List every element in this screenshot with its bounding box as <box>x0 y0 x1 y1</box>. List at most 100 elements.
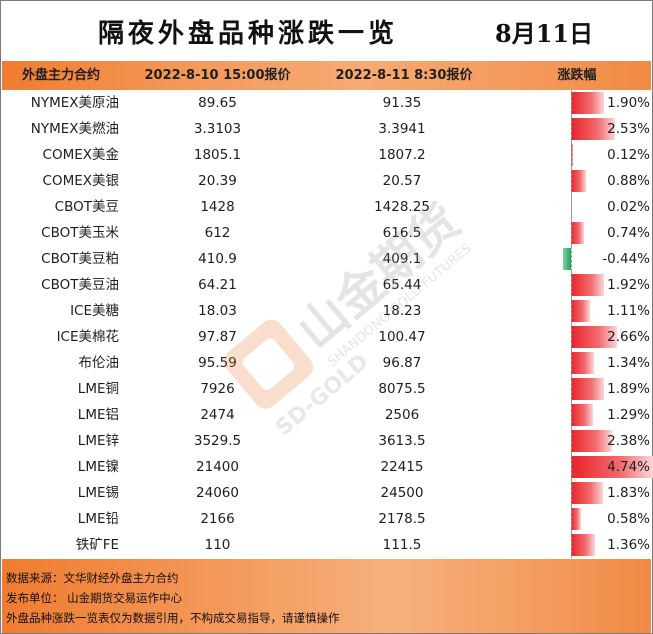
table-row: LME铝 2474 2506 1.29% <box>2 402 651 428</box>
zero-axis <box>571 376 572 402</box>
change-bar <box>571 430 613 452</box>
zero-axis <box>571 350 572 376</box>
table-row: COMEX美金 1805.1 1807.2 0.12% <box>2 142 651 168</box>
table-header: 外盘主力合约 2022-8-10 15:00报价 2022-8-11 8:30报… <box>2 61 651 90</box>
price-current: 100.47 <box>378 329 426 345</box>
change-bar <box>571 300 591 322</box>
change-bar <box>571 508 582 530</box>
change-bar <box>571 482 603 504</box>
change-bar <box>571 118 615 140</box>
price-current: 409.1 <box>382 251 422 267</box>
table-row: ICE美糖 18.03 18.23 1.11% <box>2 298 651 324</box>
change-percent: 1.11% <box>607 303 650 319</box>
change-bar <box>571 352 595 374</box>
price-current: 96.87 <box>382 355 422 371</box>
price-prev: 95.59 <box>198 355 237 371</box>
change-percent: 2.53% <box>607 121 650 137</box>
table-row: LME铅 2166 2178.5 0.58% <box>2 506 651 532</box>
change-bar <box>571 92 604 114</box>
price-prev: 110 <box>204 537 231 553</box>
contract-name: NYMEX美燃油 <box>30 121 119 137</box>
change-percent: 4.74% <box>607 459 650 475</box>
table-row: 布伦油 95.59 96.87 1.34% <box>2 350 651 376</box>
price-current: 2506 <box>384 407 420 423</box>
change-percent: 1.34% <box>607 355 650 371</box>
change-bar <box>571 170 587 192</box>
footer: 数据来源：文华财经外盘主力合约 发布单位： 山金期货交易运作中心 外盘品种涨跌一… <box>2 559 651 633</box>
zero-axis <box>571 194 572 220</box>
zero-axis <box>571 324 572 350</box>
change-bar <box>571 326 618 348</box>
change-bar <box>571 274 605 296</box>
price-current: 3.3941 <box>378 121 426 137</box>
change-percent: 2.66% <box>607 329 650 345</box>
page-title: 隔夜外盘品种涨跌一览 <box>98 19 399 49</box>
price-prev: 1428 <box>200 199 235 215</box>
table-row: 铁矿FE 110 111.5 1.36% <box>2 532 651 558</box>
contract-name: LME铝 <box>77 407 119 423</box>
table-row: COMEX美银 20.39 20.57 0.88% <box>2 168 651 194</box>
header-price-2: 2022-8-11 8:30报价 <box>335 68 473 83</box>
price-prev: 612 <box>204 225 231 241</box>
zero-axis <box>571 220 572 246</box>
change-percent: -0.44% <box>602 251 650 267</box>
header-change: 涨跌幅 <box>557 68 597 83</box>
price-prev: 24060 <box>196 485 239 501</box>
change-bar <box>563 248 571 270</box>
price-prev: 410.9 <box>198 251 237 267</box>
price-prev: 3.3103 <box>193 121 242 137</box>
change-percent: 2.38% <box>607 433 650 449</box>
table-row: LME锌 3529.5 3613.5 2.38% <box>2 428 651 454</box>
contract-name: LME铅 <box>77 511 119 527</box>
footer-publisher: 发布单位： 山金期货交易运作中心 <box>6 591 183 605</box>
contract-name: NYMEX美原油 <box>30 95 119 111</box>
price-prev: 21400 <box>196 459 239 475</box>
footer-disclaimer: 外盘品种涨跌一览表仅为数据引用，不构成交易指导，请谨慎操作 <box>6 611 340 625</box>
contract-name: 铁矿FE <box>75 537 119 553</box>
price-current: 1807.2 <box>378 147 426 163</box>
price-current: 2178.5 <box>378 511 426 527</box>
change-bar <box>571 404 594 426</box>
change-percent: 0.74% <box>607 225 650 241</box>
change-bar <box>571 534 595 556</box>
zero-axis <box>571 90 572 116</box>
contract-name: CBOT美豆粕 <box>41 251 119 267</box>
contract-name: COMEX美金 <box>42 147 119 163</box>
price-prev: 89.65 <box>198 95 237 111</box>
price-prev: 18.03 <box>198 303 237 319</box>
zero-axis <box>571 402 572 428</box>
price-prev: 2166 <box>200 511 235 527</box>
change-bar <box>571 456 653 478</box>
zero-axis <box>571 532 572 558</box>
contract-name: ICE美棉花 <box>56 329 119 345</box>
change-percent: 0.88% <box>607 173 650 189</box>
contract-name: COMEX美银 <box>42 173 119 189</box>
price-current: 616.5 <box>382 225 422 241</box>
price-prev: 7926 <box>200 381 235 397</box>
table-row: CBOT美玉米 612 616.5 0.74% <box>2 220 651 246</box>
price-prev: 97.87 <box>198 329 237 345</box>
price-prev: 64.21 <box>198 277 237 293</box>
table-row: LME铜 7926 8075.5 1.89% <box>2 376 651 402</box>
change-percent: 1.89% <box>607 381 650 397</box>
table-row: CBOT美豆油 64.21 65.44 1.92% <box>2 272 651 298</box>
change-percent: 0.02% <box>607 199 650 215</box>
contract-name: CBOT美豆 <box>54 199 119 215</box>
header-contract: 外盘主力合约 <box>21 68 100 83</box>
price-current: 22415 <box>380 459 424 475</box>
table-row: LME锡 24060 24500 1.83% <box>2 480 651 506</box>
change-bar <box>571 378 604 400</box>
price-current: 3613.5 <box>378 433 426 449</box>
zero-axis <box>571 480 572 506</box>
header-price-1: 2022-8-10 15:00报价 <box>144 68 291 83</box>
report-date: 8月11日 <box>495 19 594 48</box>
contract-name: LME铜 <box>77 381 119 397</box>
price-current: 91.35 <box>382 95 422 111</box>
zero-axis <box>571 454 572 480</box>
price-current: 111.5 <box>382 537 422 553</box>
change-percent: 1.92% <box>607 277 650 293</box>
price-prev: 2474 <box>200 407 235 423</box>
table-row: NYMEX美原油 89.65 91.35 1.90% <box>2 90 651 116</box>
contract-name: LME镍 <box>77 459 119 475</box>
